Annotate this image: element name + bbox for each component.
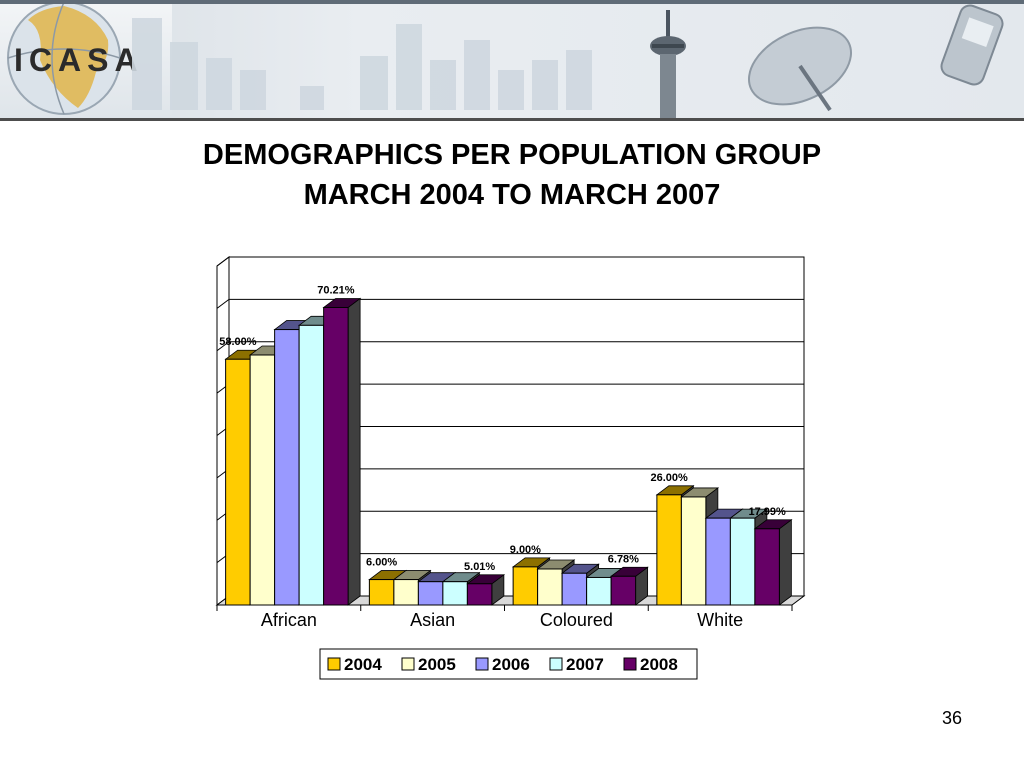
bar-2004-asian [368,579,395,606]
gridline-side [216,341,230,352]
bar-2005-white [680,496,707,606]
bar-2004-coloured [512,566,539,606]
satellite-dish-icon [747,26,853,112]
data-label: 70.21% [317,284,355,296]
gridline-side [216,256,230,267]
bar-2008-white [754,528,780,606]
data-label: 58.00% [219,336,257,348]
logo-text: ICASA [14,42,144,78]
bar-2004-white [656,494,682,606]
legend-label-2005: 2005 [418,655,456,674]
legend-label-2008: 2008 [640,655,678,674]
mobile-phone-icon [940,4,1004,86]
legend-label-2007: 2007 [566,655,604,674]
category-label-coloured: Coloured [540,610,613,630]
bar-2006-white [705,517,731,606]
tower-icon [650,10,686,118]
title-line-2: MARCH 2004 TO MARCH 2007 [303,179,721,211]
bar-2005-coloured [537,568,563,606]
data-label: 6.78% [608,553,639,565]
bar-2007-african [298,324,325,606]
bar-side [347,297,361,606]
data-label: 6.00% [366,557,397,569]
legend-swatch-2004 [327,657,341,671]
legend-swatch-2006 [475,657,489,671]
bar-2008-coloured [610,575,637,606]
bar-2005-asian [393,579,419,606]
banner-decoration [0,0,1024,118]
page-number: 36 [941,708,962,728]
bar-2007-coloured [586,576,612,606]
globe-icon [7,1,121,115]
bar-2006-african [274,329,300,606]
gridline-side [216,298,230,309]
bar-side [778,518,792,606]
legend-label-2004: 2004 [344,655,382,674]
title-line-1: DEMOGRAPHICS PER POPULATION GROUP [202,139,822,171]
legend-label-2006: 2006 [492,655,530,674]
data-label: 26.00% [650,472,688,484]
data-label: 5.01% [464,561,495,573]
legend-swatch-2008 [623,657,637,671]
category-label-african: African [261,610,317,630]
bar-2004-african [225,358,251,606]
legend-swatch-2005 [401,657,415,671]
bar-2008-african [323,306,349,606]
data-label: 9.00% [510,544,541,556]
header-banner: ICASA [0,0,1024,121]
category-label-white: White [697,610,743,630]
bar-2006-asian [417,581,444,606]
bar-2007-white [729,517,756,606]
bar-2006-coloured [561,572,588,606]
category-label-asian: Asian [410,610,455,630]
data-label: 17.99% [748,506,786,518]
bar-2005-african [249,354,276,606]
slide-title: DEMOGRAPHICS PER POPULATION GROUP MARCH … [0,135,1024,215]
legend-swatch-2007 [549,657,563,671]
bar-2008-asian [466,583,493,606]
bar-2007-asian [442,581,468,606]
